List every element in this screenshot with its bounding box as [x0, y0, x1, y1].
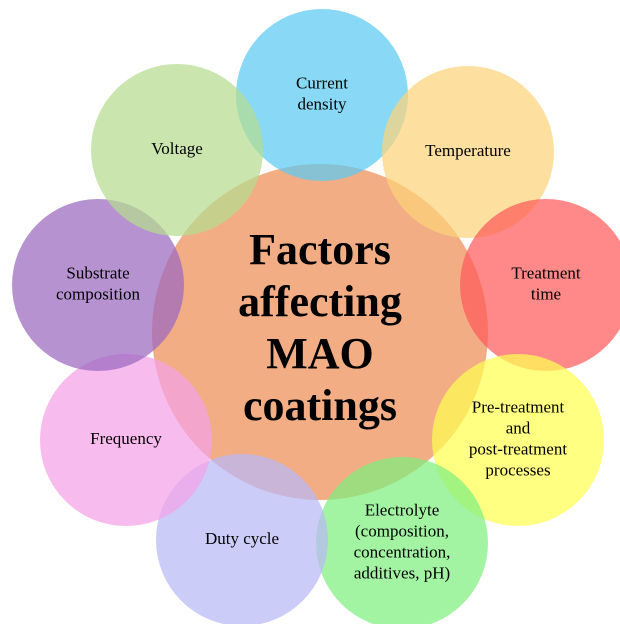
- factor-circle: [40, 354, 212, 526]
- factor-label: Duty cycle: [205, 529, 279, 548]
- factor-circle: [236, 9, 408, 181]
- factor-label: composition: [56, 284, 141, 303]
- factor-circle: [460, 199, 620, 371]
- factor-label: time: [531, 284, 561, 303]
- factor-label: Frequency: [90, 429, 162, 448]
- factor-circle: [316, 457, 488, 624]
- factor-label: Temperature: [425, 141, 511, 160]
- factor-circle: [382, 66, 554, 238]
- satellites: [12, 9, 620, 624]
- center-title: Factors: [249, 225, 391, 274]
- factor-circle: [156, 454, 328, 624]
- factor-label: Electrolyte: [365, 500, 440, 519]
- factor-label: and: [506, 418, 531, 437]
- factor-circle: [12, 199, 184, 371]
- factor-label: concentration,: [354, 542, 451, 561]
- center-title: MAO: [266, 329, 374, 378]
- factor-label: Current: [296, 73, 348, 92]
- factor-circle: [91, 64, 263, 236]
- factor-label: Voltage: [151, 139, 203, 158]
- factor-label: Pre-treatment: [472, 397, 565, 416]
- center-title: coatings: [243, 381, 397, 430]
- factor-label: processes: [485, 460, 550, 479]
- factor-label: (composition,: [355, 521, 449, 540]
- factor-label: additives, pH): [354, 563, 450, 582]
- center-circle: [152, 164, 488, 500]
- factor-circle: [432, 354, 604, 526]
- factor-label: Treatment: [511, 263, 581, 282]
- factor-label: density: [297, 94, 347, 113]
- labels: Current density Temperature Treatment time Pr…: [56, 73, 581, 582]
- factor-label: post-treatment: [469, 439, 567, 458]
- center-title: affecting: [238, 277, 402, 326]
- factor-label: Substrate: [66, 263, 129, 282]
